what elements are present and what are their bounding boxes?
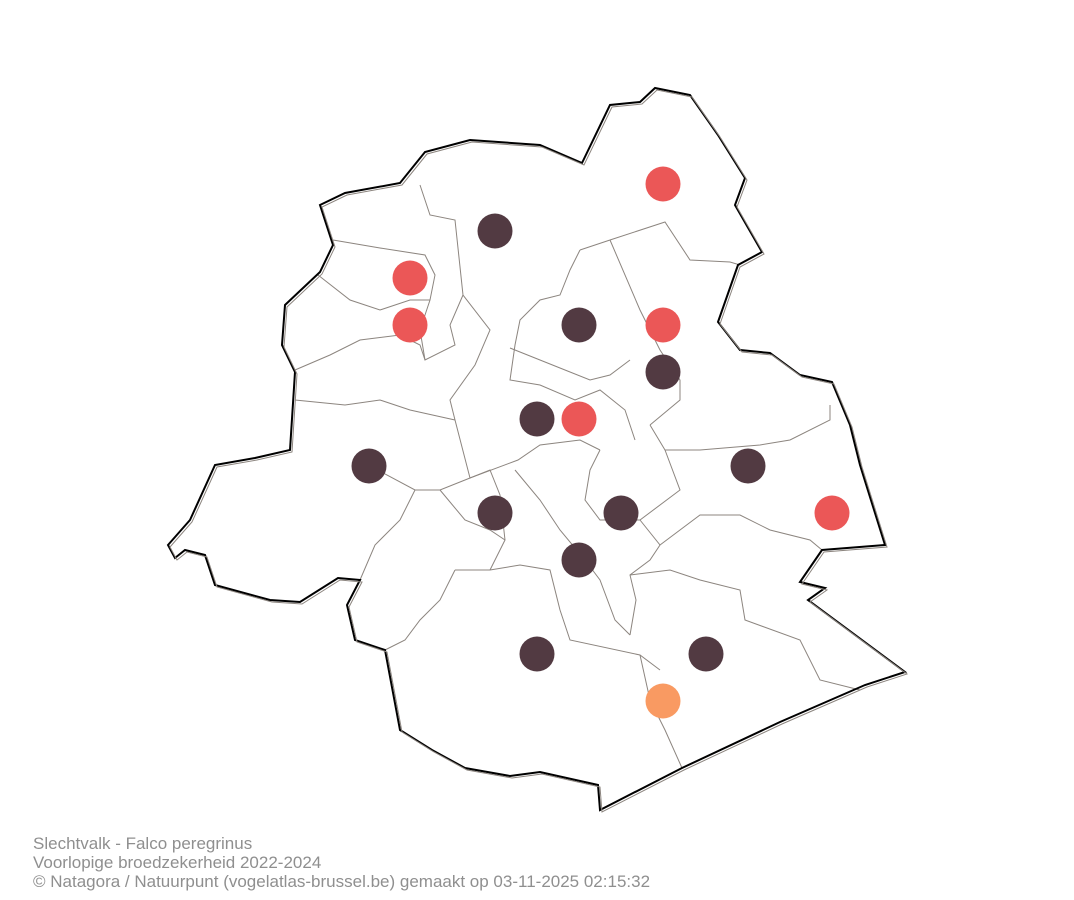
commune-boundary <box>317 274 430 311</box>
commune-boundary <box>294 399 456 421</box>
observation-dot-red <box>561 401 597 437</box>
observation-dot-red <box>645 307 681 343</box>
commune-boundary <box>649 405 831 451</box>
commune-boundary <box>629 569 861 691</box>
commune-boundary <box>439 489 506 541</box>
commune-boundary <box>384 569 456 651</box>
observation-dot-dark <box>477 495 513 531</box>
observation-dot-red <box>392 260 428 296</box>
commune-boundary <box>489 564 661 671</box>
observation-dot-dark <box>519 401 555 437</box>
observation-dot-dark <box>477 213 513 249</box>
observation-dot-dark <box>351 448 387 484</box>
commune-boundary <box>419 184 601 479</box>
commune-boundary <box>579 239 611 251</box>
observation-dot-dark <box>603 495 639 531</box>
observation-dots <box>351 166 850 719</box>
caption-subtitle: Voorlopige broedzekerheid 2022-2024 <box>33 853 322 872</box>
map-caption: Slechtvalk - Falco peregrinus Voorlopige… <box>33 834 650 891</box>
commune-boundary <box>584 449 681 521</box>
observation-dot-dark <box>688 636 724 672</box>
commune-boundary <box>469 469 506 571</box>
region-outline-shadow <box>169 89 909 813</box>
caption-species: Slechtvalk - Falco peregrinus <box>33 834 253 853</box>
observation-dot-orange <box>645 683 681 719</box>
commune-boundary <box>509 347 631 381</box>
commune-boundary <box>659 514 823 551</box>
commune-boundary <box>509 249 636 441</box>
observation-dot-dark <box>519 636 555 672</box>
observation-dot-red <box>814 495 850 531</box>
commune-boundary <box>369 465 471 491</box>
caption-credits: © Natagora / Natuurpunt (vogelatlas-brus… <box>33 872 651 891</box>
commune-boundary <box>359 489 416 581</box>
commune-boundary <box>609 221 741 266</box>
observation-dot-dark <box>645 354 681 390</box>
commune-boundary <box>294 334 426 371</box>
observation-dot-dark <box>561 542 597 578</box>
observation-dot-red <box>392 307 428 343</box>
observation-dot-red <box>645 166 681 202</box>
commune-boundary <box>332 239 464 361</box>
observation-dot-dark <box>561 307 597 343</box>
commune-boundary <box>629 519 661 636</box>
region-outline <box>166 86 908 812</box>
observation-dot-dark <box>730 448 766 484</box>
